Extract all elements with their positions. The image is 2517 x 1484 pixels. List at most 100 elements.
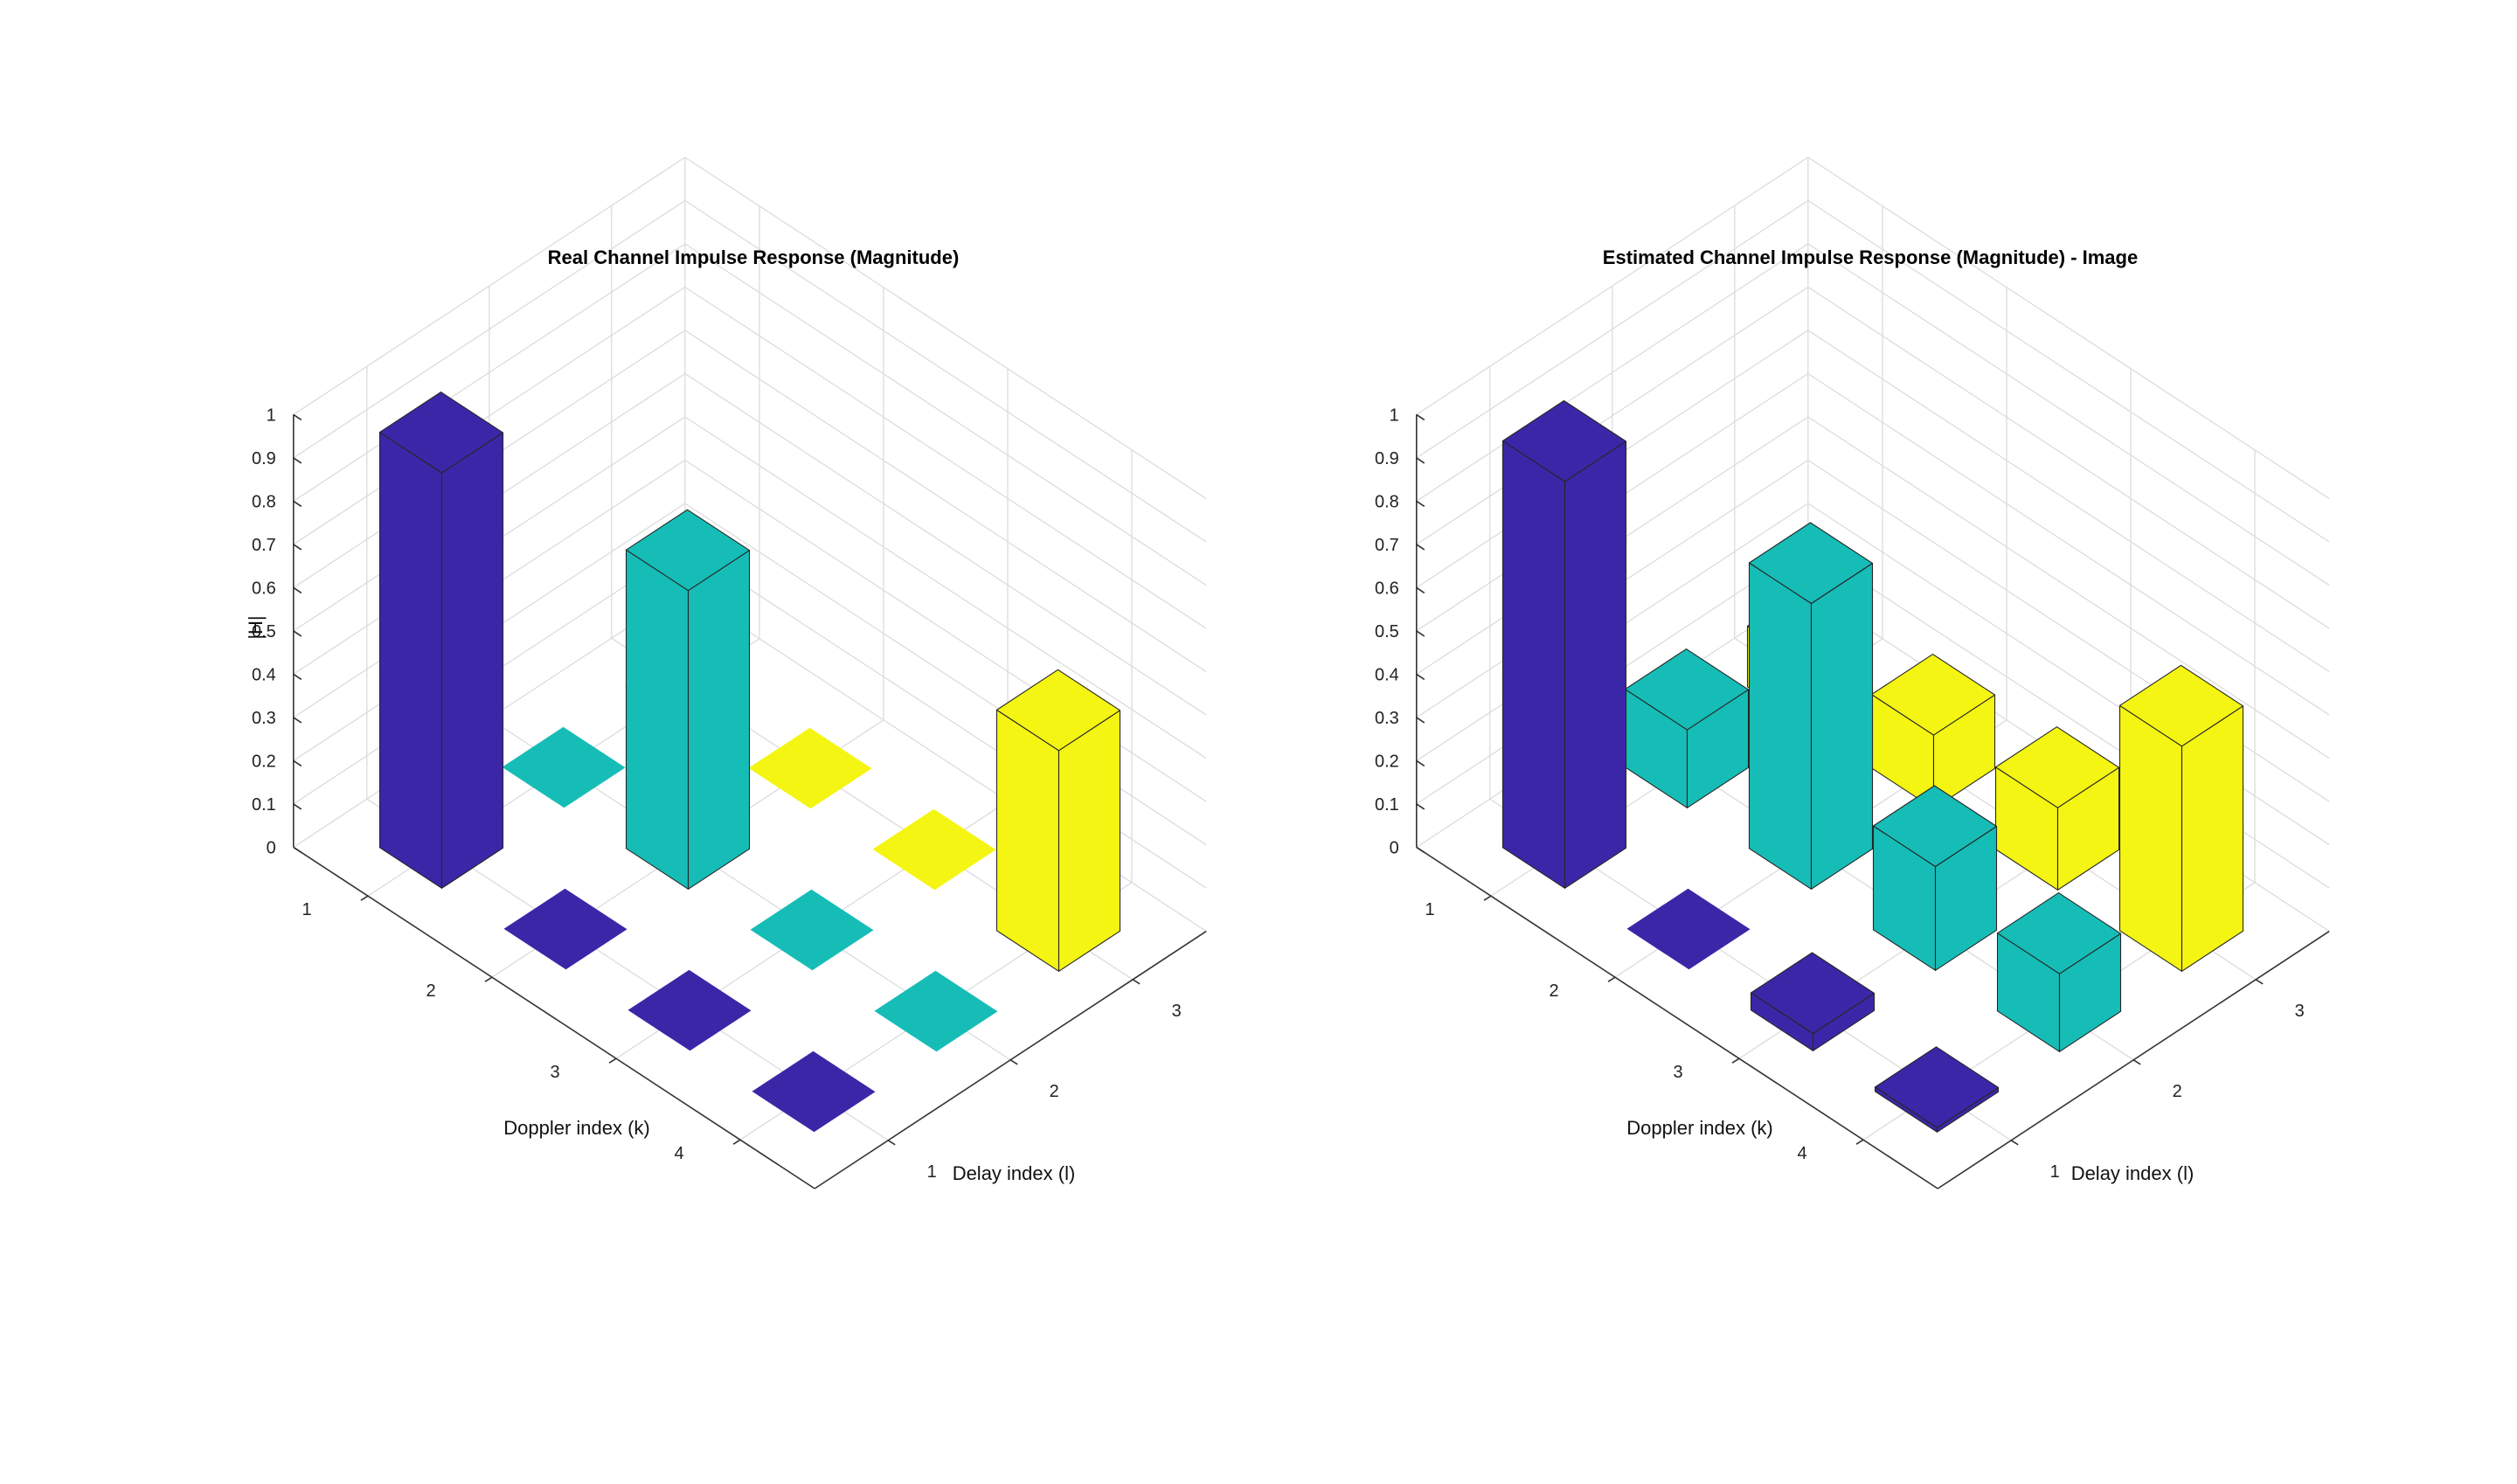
delay-tick-mark <box>887 1140 896 1146</box>
doppler-tick-mark <box>1731 1058 1740 1064</box>
z-tick-mark <box>293 630 302 637</box>
axes: 0 0.1 0.2 0.3 0.4 0.5 0.6 0.7 0.8 0.9 1 1 2 3 4 1 2 3 <box>1375 406 2330 1189</box>
z-tick-label: 0.2 <box>1375 752 1399 771</box>
bar-top-face <box>628 969 752 1051</box>
doppler-tick-label: 3 <box>550 1063 559 1082</box>
z-tick-label: 0.5 <box>1375 622 1399 641</box>
bar <box>378 392 504 889</box>
bar-top-face <box>995 669 1121 752</box>
bar-top-face <box>748 727 872 809</box>
z-tick-mark <box>1416 586 1425 594</box>
bars <box>1501 399 2244 1133</box>
bar-top-face <box>2118 664 2244 747</box>
z-tick-label: 0.1 <box>1375 795 1399 815</box>
doppler-tick-mark <box>484 976 493 982</box>
z-tick-label: 1 <box>1390 406 1399 425</box>
z-tick-label: 0.5 <box>252 622 276 641</box>
z-tick-mark <box>1416 413 1425 421</box>
z-tick-label: 0.9 <box>252 449 276 468</box>
z-tick-mark <box>1416 500 1425 508</box>
bar-top-face <box>378 392 504 474</box>
axes: 0 0.1 0.2 0.3 0.4 0.5 0.6 0.7 0.8 0.9 1 1 2 3 4 1 2 3 <box>252 406 1207 1189</box>
bar <box>1748 522 1874 890</box>
bar-side-face <box>1501 440 1566 889</box>
bars <box>378 392 1121 1133</box>
bar <box>1501 399 1627 889</box>
z-tick-mark <box>1416 717 1425 724</box>
doppler-tick-mark <box>360 895 369 901</box>
z-tick-label: 0.8 <box>252 492 276 511</box>
z-tick-mark <box>293 803 302 810</box>
z-tick-label: 1 <box>267 406 276 425</box>
z-tick-mark <box>1416 673 1425 681</box>
x-axis-label-doppler: Doppler index (k) <box>1626 1117 1773 1139</box>
bar <box>1870 654 1996 809</box>
z-tick-label: 0.9 <box>1375 449 1399 468</box>
doppler-tick-mark <box>608 1058 617 1064</box>
z-tick-mark <box>293 544 302 551</box>
bar <box>752 1051 876 1133</box>
z-tick-mark <box>1416 846 1425 854</box>
bar-top-face <box>625 509 751 592</box>
bar-front-face <box>2181 705 2244 972</box>
bar-top-face <box>1748 522 1874 605</box>
z-axis-label: |H| <box>245 615 267 639</box>
bar <box>625 509 751 890</box>
bar-front-face <box>1057 710 1121 972</box>
z-tick-label: 0.3 <box>1375 709 1399 728</box>
z-tick-mark <box>293 673 302 681</box>
delay-tick-mark <box>1132 979 1141 985</box>
z-tick-label: 0.2 <box>252 752 276 771</box>
z-tick-label: 0 <box>1390 838 1399 857</box>
doppler-tick-label: 3 <box>1673 1063 1682 1082</box>
bar <box>1994 726 2120 891</box>
z-tick-label: 0.3 <box>252 709 276 728</box>
bar-top-face <box>1501 399 1627 482</box>
bar-side-face <box>2118 704 2183 972</box>
z-tick-mark <box>293 759 302 767</box>
delay-tick-mark <box>2010 1140 2019 1146</box>
real-cir-bar3d-panel: 0 0.1 0.2 0.3 0.4 0.5 0.6 0.7 0.8 0.9 1 1 2 3 4 1 2 3 Real… <box>245 156 1207 1189</box>
bar <box>502 726 626 808</box>
delay-tick-label: 1 <box>927 1162 937 1182</box>
bar-top-face <box>502 726 626 808</box>
doppler-tick-label: 4 <box>674 1144 683 1163</box>
bar <box>748 727 872 809</box>
z-tick-label: 0.7 <box>1375 536 1399 555</box>
bar-top-face <box>872 808 996 891</box>
z-tick-mark <box>1416 803 1425 810</box>
bar <box>503 888 628 970</box>
bar <box>874 970 998 1052</box>
delay-tick-label: 1 <box>2050 1162 2060 1182</box>
bar-top-face <box>1872 785 1998 868</box>
z-tick-mark <box>293 500 302 508</box>
doppler-tick-mark <box>1855 1139 1864 1145</box>
bar <box>995 669 1121 972</box>
bar <box>628 969 752 1051</box>
z-tick-label: 0.6 <box>1375 579 1399 598</box>
z-tick-mark <box>1416 759 1425 767</box>
z-tick-mark <box>293 457 302 464</box>
z-tick-mark <box>1416 544 1425 551</box>
bar-front-face <box>1564 440 1627 889</box>
bar-side-face <box>625 549 690 890</box>
bar <box>1624 648 1750 808</box>
z-tick-label: 0.1 <box>252 795 276 815</box>
estimated-cir-bar3d-panel: 0 0.1 0.2 0.3 0.4 0.5 0.6 0.7 0.8 0.9 1 1 2 3 4 1 2 3 Esti… <box>1375 156 2330 1189</box>
bar <box>2118 664 2244 972</box>
bar <box>1996 892 2122 1052</box>
doppler-axis-line <box>293 846 815 1189</box>
bar-top-face <box>1994 726 2120 808</box>
bar-front-face <box>687 550 751 890</box>
z-tick-label: 0.8 <box>1375 492 1399 511</box>
doppler-tick-label: 2 <box>426 981 435 1001</box>
delay-tick-mark <box>2132 1059 2141 1065</box>
doppler-tick-label: 1 <box>302 900 311 919</box>
bar-top-face <box>1624 648 1750 731</box>
bar-top-face <box>1870 654 1996 736</box>
bar-top-face <box>1750 952 1876 1035</box>
z-tick-label: 0.4 <box>1375 665 1399 684</box>
z-tick-mark <box>293 413 302 421</box>
bar-side-face <box>378 432 443 889</box>
